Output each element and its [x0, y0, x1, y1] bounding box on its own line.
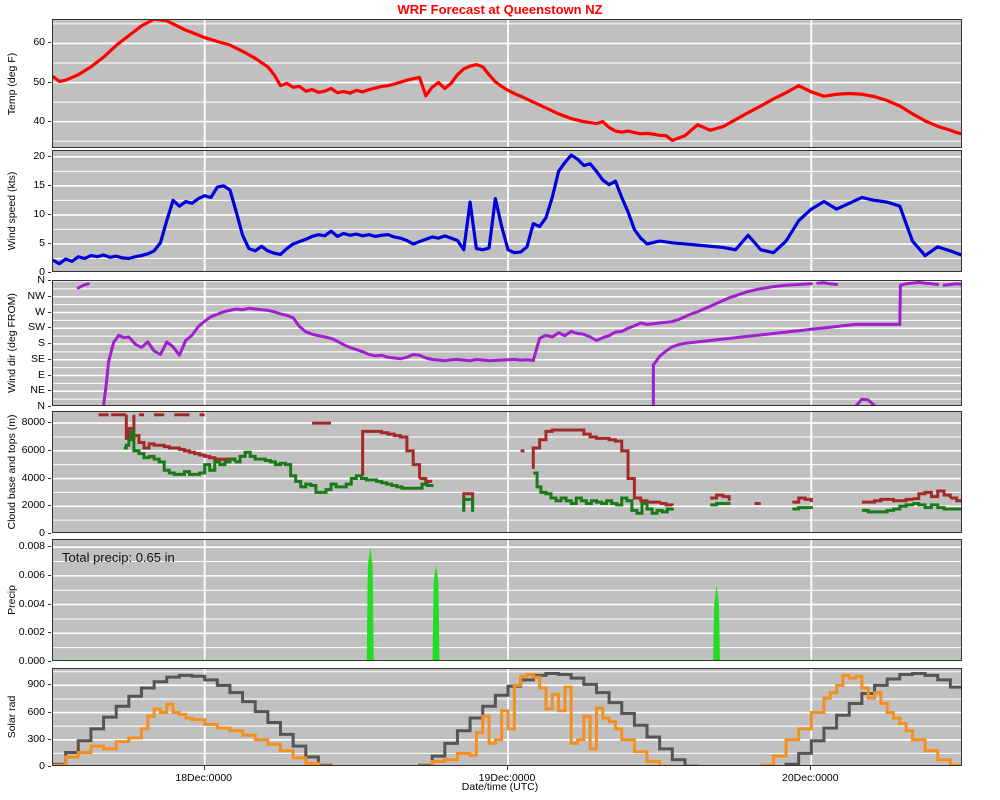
y-tick-mark: [48, 358, 51, 360]
y-tick-mark: [48, 632, 51, 634]
y-tick-mark: [48, 661, 51, 662]
plot-area-cloud: [52, 411, 962, 533]
y-tick-mark: [48, 449, 51, 451]
y-tick-mark: [48, 766, 51, 767]
y-axis-label-wind_speed: Wind speed (kts): [6, 171, 18, 251]
y-axis-label-cloud: Cloud base and tops (m): [6, 414, 18, 530]
plot-area-precip: [52, 539, 962, 661]
y-tick-mark: [48, 374, 51, 376]
y-tick-label-wind_dir: S: [37, 337, 45, 349]
y-tick-label-temp: 50: [33, 75, 45, 88]
y-tick-mark: [48, 533, 51, 534]
x-tick-label: 20Dec:0000: [781, 772, 839, 784]
x-tick-label: 18Dec:0000: [175, 772, 233, 784]
y-tick-label-wind_speed: 15: [33, 178, 45, 191]
y-tick-mark: [48, 280, 51, 281]
y-tick-mark: [48, 327, 51, 329]
y-tick-label-precip: 0.006: [18, 568, 45, 581]
y-tick-label-temp: 60: [33, 36, 45, 49]
plot-area-solar: [52, 668, 962, 766]
y-tick-label-wind_dir: N: [37, 274, 45, 286]
y-tick-label-solar: 300: [27, 732, 45, 745]
y-axis-label-temp: Temp (deg F): [6, 52, 18, 115]
y-tick-label-wind_dir: N: [37, 400, 45, 412]
y-tick-label-precip: 0.008: [18, 540, 45, 553]
y-axis-label-solar: Solar rad: [6, 695, 18, 739]
y-tick-label-wind_dir: NE: [30, 384, 45, 397]
y-tick-label-solar: 0: [39, 760, 45, 772]
y-tick-mark: [48, 574, 51, 576]
y-tick-label-wind_speed: 0: [39, 266, 45, 278]
y-tick-mark: [48, 390, 51, 392]
y-tick-mark: [48, 81, 51, 83]
y-tick-label-wind_dir: SW: [28, 321, 45, 334]
y-tick-label-solar: 900: [27, 678, 45, 691]
y-tick-label-precip: 0.002: [18, 626, 45, 639]
y-tick-label-wind_dir: NW: [27, 289, 46, 302]
y-tick-label-cloud: 4000: [21, 471, 45, 484]
y-tick-mark: [48, 272, 51, 273]
y-tick-mark: [48, 155, 51, 157]
y-axis-label-wind_dir: Wind dir (deg FROM): [6, 293, 18, 393]
y-tick-label-temp: 40: [33, 114, 45, 127]
x-tick-mark: [203, 766, 205, 770]
y-tick-mark: [48, 242, 51, 244]
y-tick-mark: [48, 738, 51, 740]
precip-total-annotation: Total precip: 0.65 in: [62, 550, 175, 565]
y-tick-label-cloud: 0: [39, 527, 45, 539]
y-tick-mark: [48, 477, 51, 479]
x-axis-label: Date/time (UTC): [461, 781, 539, 793]
x-tick-mark: [507, 766, 508, 770]
y-axis-label-precip: Precip: [6, 585, 18, 615]
y-tick-label-wind_dir: SE: [30, 352, 45, 365]
plot-area-wind_dir: [52, 280, 962, 406]
y-tick-label-wind_speed: 10: [33, 207, 45, 220]
y-tick-label-cloud: 2000: [21, 499, 45, 512]
y-tick-label-precip: 0.004: [18, 597, 45, 610]
y-tick-label-wind_dir: W: [35, 305, 45, 318]
y-tick-mark: [48, 711, 51, 713]
y-tick-label-cloud: 6000: [21, 443, 45, 456]
y-tick-mark: [48, 684, 51, 686]
page-title: WRF Forecast at Queenstown NZ: [397, 2, 603, 17]
y-tick-label-precip: 0.000: [18, 655, 45, 667]
y-tick-mark: [48, 42, 51, 44]
y-tick-mark: [48, 505, 51, 507]
y-tick-mark: [48, 213, 51, 215]
y-tick-label-cloud: 8000: [21, 416, 45, 429]
y-tick-mark: [48, 343, 51, 344]
x-tick-mark: [810, 766, 812, 770]
y-tick-mark: [48, 603, 51, 605]
y-tick-mark: [48, 184, 51, 186]
y-tick-mark: [48, 120, 51, 122]
plot-area-temp: [52, 19, 962, 148]
y-tick-mark: [48, 546, 51, 548]
y-tick-mark: [48, 295, 51, 297]
plot-area-wind_speed: [52, 150, 962, 272]
x-tick-label: 19Dec:0000: [478, 772, 536, 784]
y-tick-label-wind_speed: 20: [33, 149, 45, 162]
y-tick-mark: [48, 406, 51, 407]
y-tick-label-wind_dir: E: [37, 368, 45, 381]
y-tick-label-wind_speed: 5: [39, 236, 45, 249]
y-tick-mark: [48, 311, 51, 313]
y-tick-label-solar: 600: [27, 705, 45, 718]
y-tick-mark: [48, 422, 51, 424]
